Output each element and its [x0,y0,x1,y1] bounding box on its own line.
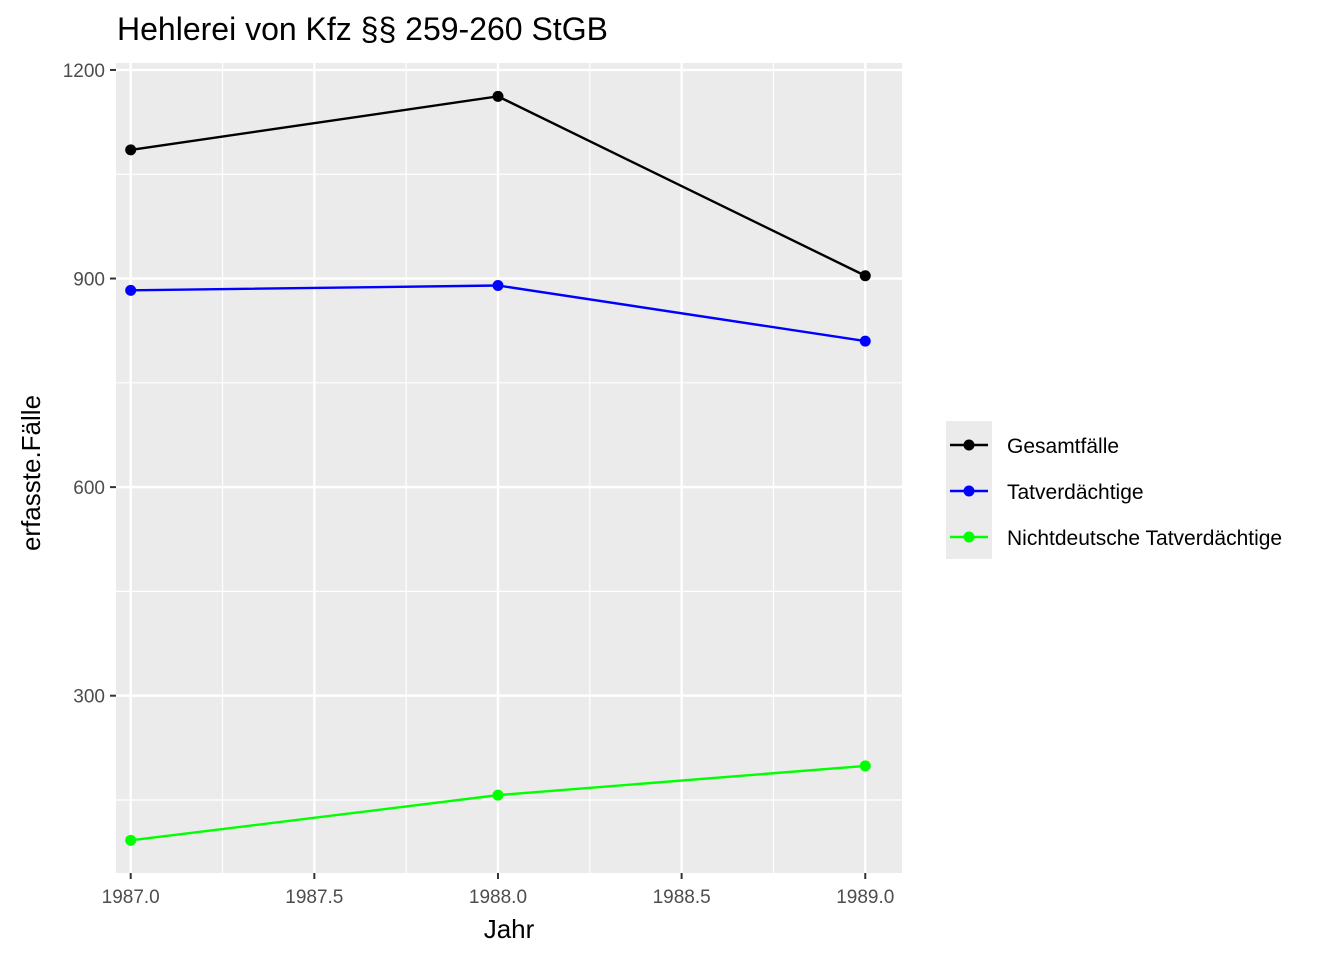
legend-label: Gesamtfälle [1007,435,1119,458]
y-tick-label: 1200 [63,61,105,82]
legend-key-point [963,439,975,451]
legend-key-point [963,531,975,543]
legend-key-point [963,485,975,497]
data-point [492,789,504,801]
y-tick-label: 900 [73,270,105,291]
plot-panel [116,63,902,873]
data-point [492,279,504,291]
data-point [492,90,504,102]
x-tick-label: 1988.0 [469,887,527,908]
y-axis-title: erfasste.Fälle [16,395,46,551]
panel-background [116,63,902,873]
data-point [859,270,871,282]
x-axis-title: Jahr [484,914,535,944]
data-point [125,284,137,296]
data-point [125,834,137,846]
legend-label: Tatverdächtige [1007,481,1144,504]
x-axis: 1987.0 1987.5 1988.0 1988.5 1989.0 [102,873,894,908]
x-tick-label: 1987.0 [102,887,160,908]
x-tick-label: 1989.0 [836,887,894,908]
data-point [859,760,871,772]
y-tick-label: 300 [73,687,105,708]
data-point [859,335,871,347]
series-group [125,90,871,846]
data-point [125,144,137,156]
chart-title: Hehlerei von Kfz §§ 259-260 StGB [117,11,608,47]
x-tick-label: 1987.5 [285,887,343,908]
y-tick-label: 600 [73,478,105,499]
legend-label: Nichtdeutsche Tatverdächtige [1007,527,1282,550]
y-axis: 300 600 900 1200 [63,61,116,708]
legend: Gesamtfälle Tatverdächtige Nichtdeutsche T… [946,421,1282,559]
x-tick-label: 1988.5 [653,887,711,908]
